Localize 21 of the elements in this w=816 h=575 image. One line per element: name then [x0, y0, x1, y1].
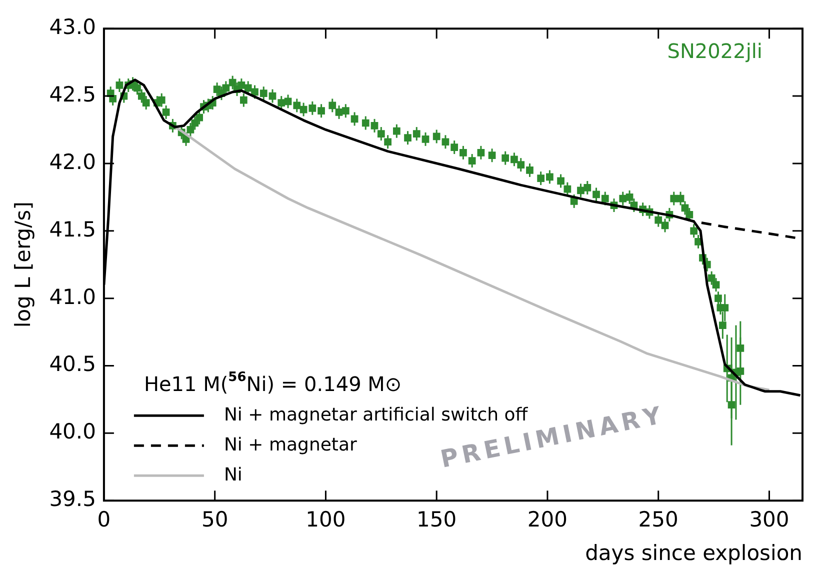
x-tick-label: 300	[749, 508, 790, 532]
legend-label: Ni + magnetar	[224, 434, 358, 456]
x-tick-label: 150	[416, 508, 457, 532]
y-tick-label: 40.0	[49, 420, 96, 444]
legend-label: Ni	[224, 464, 242, 486]
y-tick-label: 41.0	[49, 284, 96, 309]
y-tick-label: 41.5	[49, 217, 96, 242]
x-tick-label: 250	[638, 508, 678, 532]
y-tick-label: 42.5	[49, 82, 96, 106]
y-axis-title: log L [erg/s]	[11, 202, 36, 328]
x-axis-title: days since explosion	[585, 540, 802, 565]
x-tick-label: 200	[527, 508, 568, 532]
x-tick-label: 100	[306, 508, 346, 532]
legend-label: Ni + magnetar artificial switch off	[224, 404, 528, 426]
y-tick-label: 39.5	[49, 487, 96, 512]
x-tick-label: 0	[97, 508, 111, 532]
x-tick-label: 50	[201, 508, 228, 532]
y-tick-label: 40.5	[49, 352, 96, 376]
text: SN2022jli	[667, 38, 762, 63]
y-tick-label: 42.0	[49, 150, 96, 174]
y-tick-label: 43.0	[49, 15, 96, 40]
